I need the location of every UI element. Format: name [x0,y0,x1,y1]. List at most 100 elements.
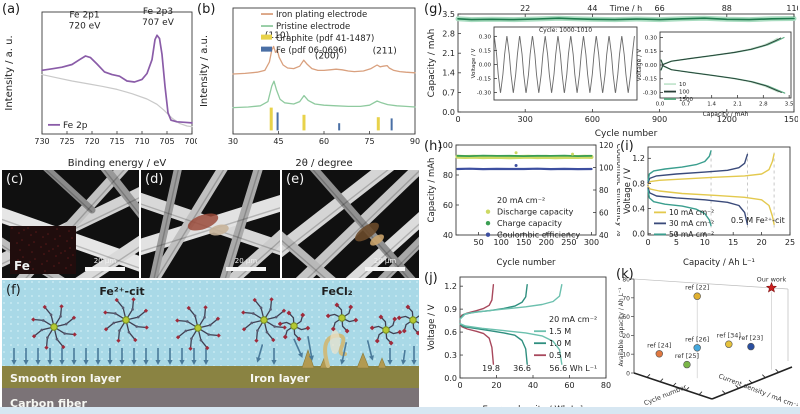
panel-label-f: (f) [6,283,21,298]
svg-text:1500: 1500 [679,97,693,103]
svg-text:100: 100 [679,90,690,96]
svg-text:0.7: 0.7 [442,88,455,97]
svg-text:40: 40 [528,381,538,390]
sem-image-plated-1: 20 μm [141,170,280,278]
svg-text:0.3: 0.3 [444,351,457,360]
svg-text:-0.15: -0.15 [477,76,492,82]
svg-text:Pristine electrode: Pristine electrode [276,22,350,32]
svg-text:30: 30 [228,137,238,146]
svg-text:20: 20 [491,381,501,390]
svg-text:100: 100 [438,141,453,150]
svg-text:1.4: 1.4 [707,102,716,108]
svg-text:80: 80 [599,186,609,195]
charge-discharge-inset: 0.0 0.7 1.4 2.1 2.8 3.5 0.30 0.15 0.00 -0.15 -0.30… [636,31,794,118]
svg-text:100: 100 [599,163,614,172]
svg-text:40: 40 [599,231,609,240]
panel-j-energy: (j) 0 20 40 60 80 0.0 0.3 0.6 0.9 1.2 19.8 36.6 56.6… [424,267,616,414]
svg-text:66: 66 [655,4,665,13]
svg-text:19.8: 19.8 [482,364,500,373]
svg-text:200: 200 [539,238,554,247]
svg-text:0.15: 0.15 [479,48,492,54]
svg-text:0.0: 0.0 [656,102,665,108]
panel-k-comparison: (k) 80 70 60 20 10 0 ref [22] Our work ref [24] r… [616,267,798,414]
svg-text:(211): (211) [373,47,397,57]
svg-text:25: 25 [785,238,795,247]
svg-text:Capacity / mAh: Capacity / mAh [427,29,437,98]
svg-text:0: 0 [626,371,630,378]
svg-text:715: 715 [109,137,124,146]
svg-text:ref [23]: ref [23] [739,334,763,342]
sem-image-pristine: Fe 20 μm [2,170,139,278]
svg-text:1500: 1500 [784,115,798,124]
svg-text:1.5 M: 1.5 M [549,327,571,336]
svg-text:Discharge capacity: Discharge capacity [497,208,574,217]
svg-text:0.4: 0.4 [632,204,645,213]
svg-text:ref [24]: ref [24] [647,341,671,349]
svg-text:20: 20 [622,333,630,340]
svg-text:20 μm: 20 μm [374,257,397,265]
svg-text:700: 700 [184,137,197,146]
svg-text:70: 70 [622,295,630,302]
panel-label-k: (k) [616,267,634,282]
energy-density-chart: 0 20 40 60 80 0.0 0.3 0.6 0.9 1.2 19.8 36.6 56.6 Wh … [427,276,611,414]
svg-text:20 μm: 20 μm [235,257,258,265]
svg-text:0.0: 0.0 [444,374,457,383]
panel-h-capacity: (h) 50 100 150 200 250 300 40 60 80 100 40 60 80 100 1… [424,139,620,267]
svg-text:725: 725 [59,137,74,146]
svg-text:707 eV: 707 eV [142,18,175,28]
svg-text:2.8: 2.8 [442,29,455,38]
svg-text:Cycle number: Cycle number [496,258,556,267]
svg-text:Voltage / V: Voltage / V [636,48,643,81]
svg-text:0.00: 0.00 [479,62,492,68]
literature-comparison-3d-chart: 80 70 60 20 10 0 ref [22] Our work ref [24] ref [… [618,275,798,410]
svg-text:Fe (pdf 06-0696): Fe (pdf 06-0696) [276,46,347,56]
svg-text:Capacity / mAh: Capacity / mAh [703,111,749,118]
svg-text:900: 900 [652,115,667,124]
panel-f-schematic: (f) Fe²⁺-cit FeCl₂ Smooth iron layer Iron l… [2,280,419,414]
svg-text:15: 15 [728,238,738,247]
panel-label-b: (b) [197,2,216,17]
svg-text:Binding energy / eV: Binding energy / eV [68,158,167,168]
svg-text:0.8: 0.8 [632,179,645,188]
svg-text:3.5: 3.5 [442,10,455,19]
svg-text:40: 40 [443,231,453,240]
panel-b-xrd: (b) 30 45 60 75 90 (110) (200) (211) Iron platin… [197,2,423,168]
panel-label-j: (j) [424,271,438,286]
svg-text:20: 20 [757,238,767,247]
svg-text:75: 75 [364,137,374,146]
svg-text:Coulombic efficiency %: Coulombic efficiency % [615,143,620,237]
svg-text:250: 250 [561,238,576,247]
svg-text:36.6: 36.6 [513,364,531,373]
figure-bottom-border [0,407,800,414]
panel-label-h: (h) [424,139,443,154]
svg-text:Available capacity / Ah L⁻¹: Available capacity / Ah L⁻¹ [618,287,625,367]
svg-text:Coulombic efficiency: Coulombic efficiency [497,231,580,240]
svg-text:0.7: 0.7 [681,102,690,108]
svg-text:60: 60 [599,208,609,217]
svg-text:80: 80 [443,171,453,180]
svg-text:80: 80 [622,277,630,284]
panel-d-sem: (d) 20 μm [141,170,280,278]
svg-text:Cycle number: Cycle number [595,129,658,138]
svg-text:0: 0 [457,381,462,390]
svg-text:ref [26]: ref [26] [685,335,709,343]
svg-text:1.2: 1.2 [632,154,645,163]
svg-text:-0.30: -0.30 [477,90,492,96]
svg-text:56.6 Wh L⁻¹: 56.6 Wh L⁻¹ [549,364,597,373]
svg-text:Voltage / V: Voltage / V [471,48,477,78]
panel-label-c: (c) [6,172,24,187]
svg-text:Cycle number: Cycle number [643,383,688,407]
svg-text:0.6: 0.6 [444,328,457,337]
svg-text:10: 10 [700,238,710,247]
svg-text:30 mA cm⁻²: 30 mA cm⁻² [669,219,714,228]
svg-text:10: 10 [622,352,630,359]
svg-text:710: 710 [134,137,149,146]
svg-text:50: 50 [473,238,483,247]
svg-text:Intensity / a.u.: Intensity / a.u. [199,35,210,107]
svg-text:Time / h: Time / h [609,4,642,13]
panel-label-i: (i) [620,139,634,154]
svg-text:10: 10 [679,82,686,88]
svg-text:2.8: 2.8 [759,102,768,108]
svg-text:Capacity / Ah L⁻¹: Capacity / Ah L⁻¹ [683,258,755,267]
